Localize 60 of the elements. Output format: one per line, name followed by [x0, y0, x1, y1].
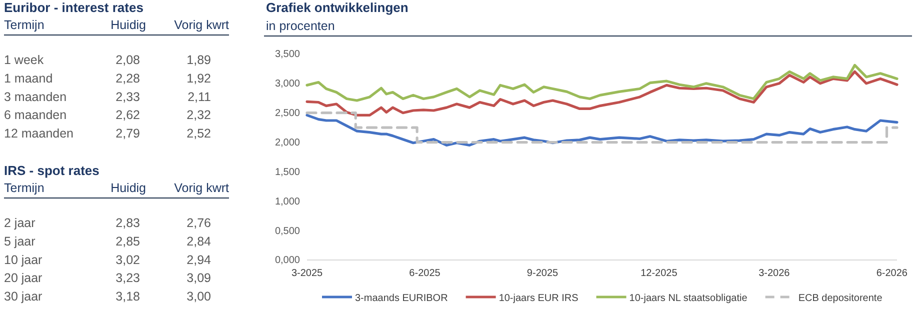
data-label: 3,02: [116, 252, 140, 267]
text: Termijn: [4, 18, 44, 32]
chart-title: Grafiek ontwikkelingen: [266, 0, 408, 15]
data-label: 3,18: [116, 290, 140, 304]
y-tick-label: 0,000: [274, 255, 300, 266]
legend-label: 3-maands EURIBOR: [355, 293, 448, 304]
data-label: 2,83: [116, 216, 140, 230]
y-tick-label: 3,000: [274, 78, 300, 90]
category-label: 20 jaar: [4, 271, 42, 286]
x-tick-label: 6-2026: [876, 268, 908, 280]
data-label: 2,85: [116, 234, 140, 248]
line-series: [306, 70, 898, 117]
text: Vorig kwrt: [174, 181, 230, 195]
y-tick-label: 2,000: [274, 137, 300, 148]
data-label: 3,23: [116, 271, 140, 286]
y-tick-label: 1,500: [274, 166, 300, 178]
x-tick-label: 3-2025: [291, 268, 324, 280]
chart-subtitle: in procenten: [266, 19, 335, 33]
y-tick-label: 1,000: [274, 196, 300, 208]
data-label: 2,32: [186, 108, 212, 122]
data-label: 2,84: [186, 234, 212, 248]
x-tick-label: 3-2026: [758, 268, 790, 280]
category-label: 10 jaar: [4, 252, 42, 267]
x-tick-label: 9-2025: [526, 268, 558, 280]
text: Termijn: [4, 181, 44, 195]
x-tick-label: 6-2025: [409, 268, 441, 280]
category-label: 1 week: [4, 53, 44, 67]
data-label: 1,89: [186, 53, 212, 67]
category-label: 30 jaar: [4, 290, 42, 304]
text: Huidig: [110, 181, 146, 195]
text: IRS - spot rates: [4, 163, 100, 178]
data-label: 2,62: [116, 108, 140, 122]
category-label: 2 jaar: [4, 216, 36, 230]
y-tick-label: 0,500: [274, 226, 300, 237]
text: Vorig kwrt: [174, 18, 230, 32]
data-label: 2,08: [116, 53, 140, 67]
category-label: 5 jaar: [4, 234, 36, 248]
data-label: 2,94: [186, 252, 212, 267]
y-tick-label: 3,500: [274, 49, 300, 60]
data-label: 1,92: [186, 71, 212, 86]
data-label: 2,28: [116, 71, 140, 86]
data-label: 2,52: [186, 126, 212, 141]
data-label: 2,33: [116, 90, 140, 104]
y-tick-label: 2,500: [274, 108, 300, 120]
legend-label: ECB depositorente: [798, 293, 883, 304]
data-label: 3,00: [186, 290, 212, 304]
category-label: 6 maanden: [4, 108, 67, 122]
category-label: 3 maanden: [4, 90, 67, 104]
text: Euribor - interest rates: [4, 0, 144, 15]
text: Huidig: [110, 18, 146, 32]
data-label: 3,09: [186, 271, 212, 286]
data-label: 2,76: [186, 216, 212, 230]
x-tick-label: 12-2025: [640, 268, 678, 280]
category-label: 1 maand: [4, 71, 53, 86]
legend-label: 10-jaars NL staatsobligatie: [629, 293, 748, 304]
data-label: 2,11: [188, 90, 212, 104]
data-label: 2,79: [116, 126, 140, 141]
category-label: 12 maanden: [4, 126, 74, 141]
legend-label: 10-jaars EUR IRS: [498, 293, 579, 304]
line-series: [306, 64, 898, 102]
